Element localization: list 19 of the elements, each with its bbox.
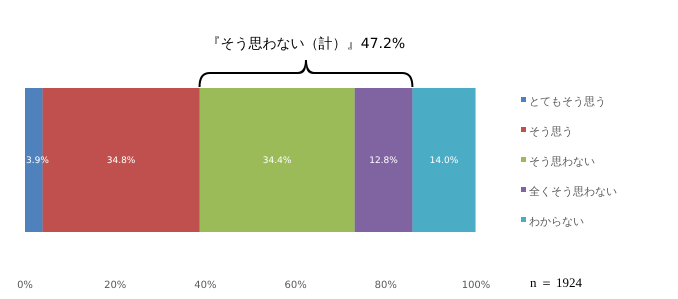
x-tick-label: 80% — [374, 280, 397, 291]
legend-label: そう思わない — [529, 154, 595, 168]
data-label: 34.8% — [106, 156, 136, 166]
x-tick-label: 40% — [194, 280, 217, 291]
x-tick-label: 20% — [104, 280, 126, 291]
text: n ＝ 1924 — [530, 275, 582, 290]
data-label: 14.0% — [430, 156, 459, 166]
legend-label: わからない — [529, 214, 584, 228]
legend-label: とてもそう思う — [529, 94, 606, 108]
data-label: 12.8% — [369, 156, 398, 166]
text: 『そう思わない（計）』47.2% — [206, 36, 406, 52]
bar — [412, 88, 476, 232]
data-label: 34.4% — [262, 156, 292, 166]
x-tick-label: 0% — [17, 280, 33, 291]
bar — [354, 88, 412, 232]
legend-label: 全くそう思わない — [529, 184, 617, 198]
x-tick-label: 100% — [462, 280, 490, 291]
x-tick-label: 60% — [284, 280, 307, 291]
legend-label: そう思う — [529, 124, 573, 138]
